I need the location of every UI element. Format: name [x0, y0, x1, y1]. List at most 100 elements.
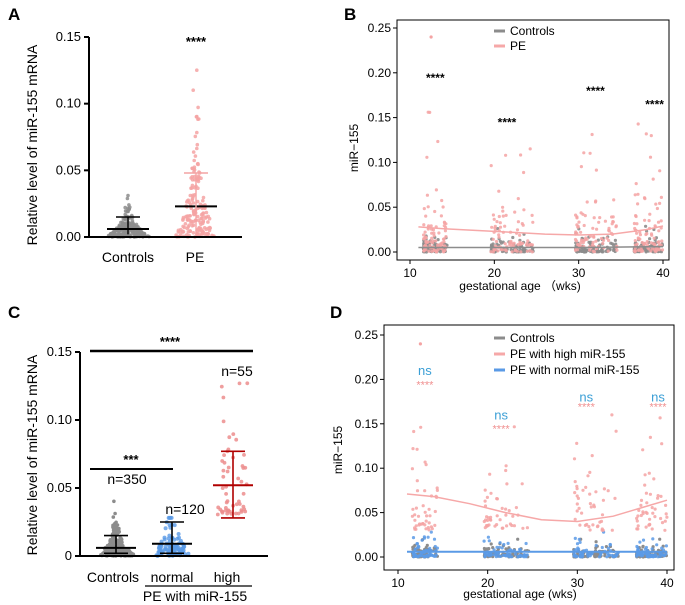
panel-b-point-pe: [638, 237, 642, 241]
panel-b-point-pe: [575, 239, 579, 243]
panel-b-point-pe: [657, 240, 661, 244]
panel-c-point-high: [226, 447, 231, 452]
panel-b-point-pe: [605, 236, 609, 240]
panel-d-point-high: [647, 523, 651, 527]
panel-c-point-high: [241, 504, 246, 509]
panel-d-point-high: [588, 528, 592, 532]
panel-b-point-pe: [510, 250, 514, 254]
panel-c-point-high: [241, 491, 246, 496]
panel-b-trend-pe: [418, 225, 664, 236]
panel-b-point-pe: [439, 214, 443, 218]
panel-a-point: [196, 186, 200, 190]
panel-a-point: [174, 233, 178, 237]
panel-d-point-normal: [492, 548, 496, 552]
panel-b-point-pe: [497, 214, 501, 219]
panel-d-point-high: [433, 523, 437, 528]
panel-b-point-pe: [579, 230, 583, 234]
panel-a-point: [201, 219, 206, 223]
panel-c-point-high: [220, 486, 225, 490]
panel-b-point-pe: [615, 248, 619, 252]
panel-d-point-high: [573, 491, 577, 495]
panel-d-point-normal: [573, 536, 577, 541]
panel-d-point-high: [575, 509, 579, 513]
panel-d-point-normal: [428, 552, 432, 556]
panel-b-significance: ****: [586, 84, 605, 98]
panel-c-point-high: [219, 384, 224, 389]
panel-a-point: [195, 68, 199, 72]
panel-d-point-high: [644, 525, 648, 529]
panel-d-point-high: [413, 513, 417, 517]
panel-c-point-controls: [116, 528, 121, 533]
panel-b-point-pe: [576, 224, 580, 229]
panel-b-point-pe: [579, 165, 584, 169]
panel-d-point-high: [606, 489, 610, 493]
panel-d-point-high: [428, 514, 432, 518]
panel-b-point-pe: [528, 147, 532, 151]
panel-b-point-pe: [491, 237, 495, 241]
panel-d-point-normal: [521, 554, 525, 558]
panel-b-point-pe: [530, 213, 534, 217]
panel-a-point: [181, 230, 186, 234]
panel-d-point-normal: [650, 553, 654, 557]
panel-b-point-pe: [643, 197, 647, 201]
panel-c-point-normal: [178, 538, 183, 543]
panel-d-point-normal: [645, 554, 649, 559]
panel-d-point-high: [663, 528, 667, 532]
panel-d-point-high: [416, 514, 421, 518]
panel-d-point-normal: [660, 546, 664, 550]
panel-d-point-normal: [502, 542, 506, 547]
panel-d-point-high: [417, 523, 421, 527]
panel-c-point-high: [227, 435, 232, 440]
panel-b-point-pe: [503, 248, 507, 252]
panel-b-point-pe: [644, 132, 648, 136]
panel-d-point-high: [483, 526, 487, 530]
panel-a-point: [192, 165, 197, 169]
panel-c-point-normal: [162, 535, 167, 540]
panel-b-point-pe: [425, 193, 429, 197]
panel-d-point-normal: [422, 555, 426, 559]
panel-d-point-high: [410, 514, 414, 518]
panel-a-point: [196, 105, 200, 110]
panel-d-point-high: [643, 473, 647, 477]
panel-c-point-controls: [114, 520, 118, 525]
panel-b-point-pe: [614, 225, 618, 229]
panel-c-point-normal: [163, 526, 168, 531]
panel-d-point-normal: [426, 535, 430, 539]
panel-d-point-control: [516, 537, 520, 541]
panel-d-point-high: [421, 504, 425, 508]
panel-c-ytick-label: 0: [65, 548, 72, 563]
panel-d-point-high: [639, 503, 643, 507]
panel-d-point-high: [575, 487, 579, 491]
panel-a-point: [123, 205, 127, 210]
panel-b-point-pe: [577, 220, 581, 224]
panel-d-point-high: [505, 482, 509, 486]
panel-b-point-pe: [442, 237, 446, 241]
panel-d-point-high: [639, 498, 644, 502]
panel-c-ytick-label: 0.15: [47, 344, 72, 359]
panel-d-sig-stars: ****: [578, 402, 596, 414]
panel-d-point-normal: [415, 542, 419, 546]
panel-b-point-pe: [611, 220, 615, 224]
panel-a-point: [122, 223, 127, 228]
panel-b-xtick-label: 40: [656, 266, 670, 280]
panel-b-point-pe: [437, 231, 441, 235]
panel-a-point: [186, 225, 190, 229]
panel-b-point-pe: [592, 216, 596, 220]
panel-a-point: [127, 203, 131, 207]
panel-d-point-high: [500, 506, 504, 510]
panel-b-point-pe: [592, 250, 597, 254]
panel-a-point: [118, 224, 122, 228]
panel-d-point-normal: [599, 553, 603, 557]
panel-b-point-pe: [634, 214, 638, 218]
panel-b-point-pe: [607, 229, 611, 233]
panel-d-point-high: [415, 489, 420, 493]
panel-d-point-normal: [661, 553, 665, 557]
panel-b-legend-pe: PE: [510, 39, 526, 53]
panel-d-point-normal: [594, 543, 598, 548]
panel-d-point-high: [511, 514, 515, 518]
panel-d-point-high: [423, 489, 427, 493]
panel-a-point: [119, 220, 123, 225]
panel-c-point-high: [225, 469, 230, 474]
panel-b-point-pe: [607, 226, 611, 230]
